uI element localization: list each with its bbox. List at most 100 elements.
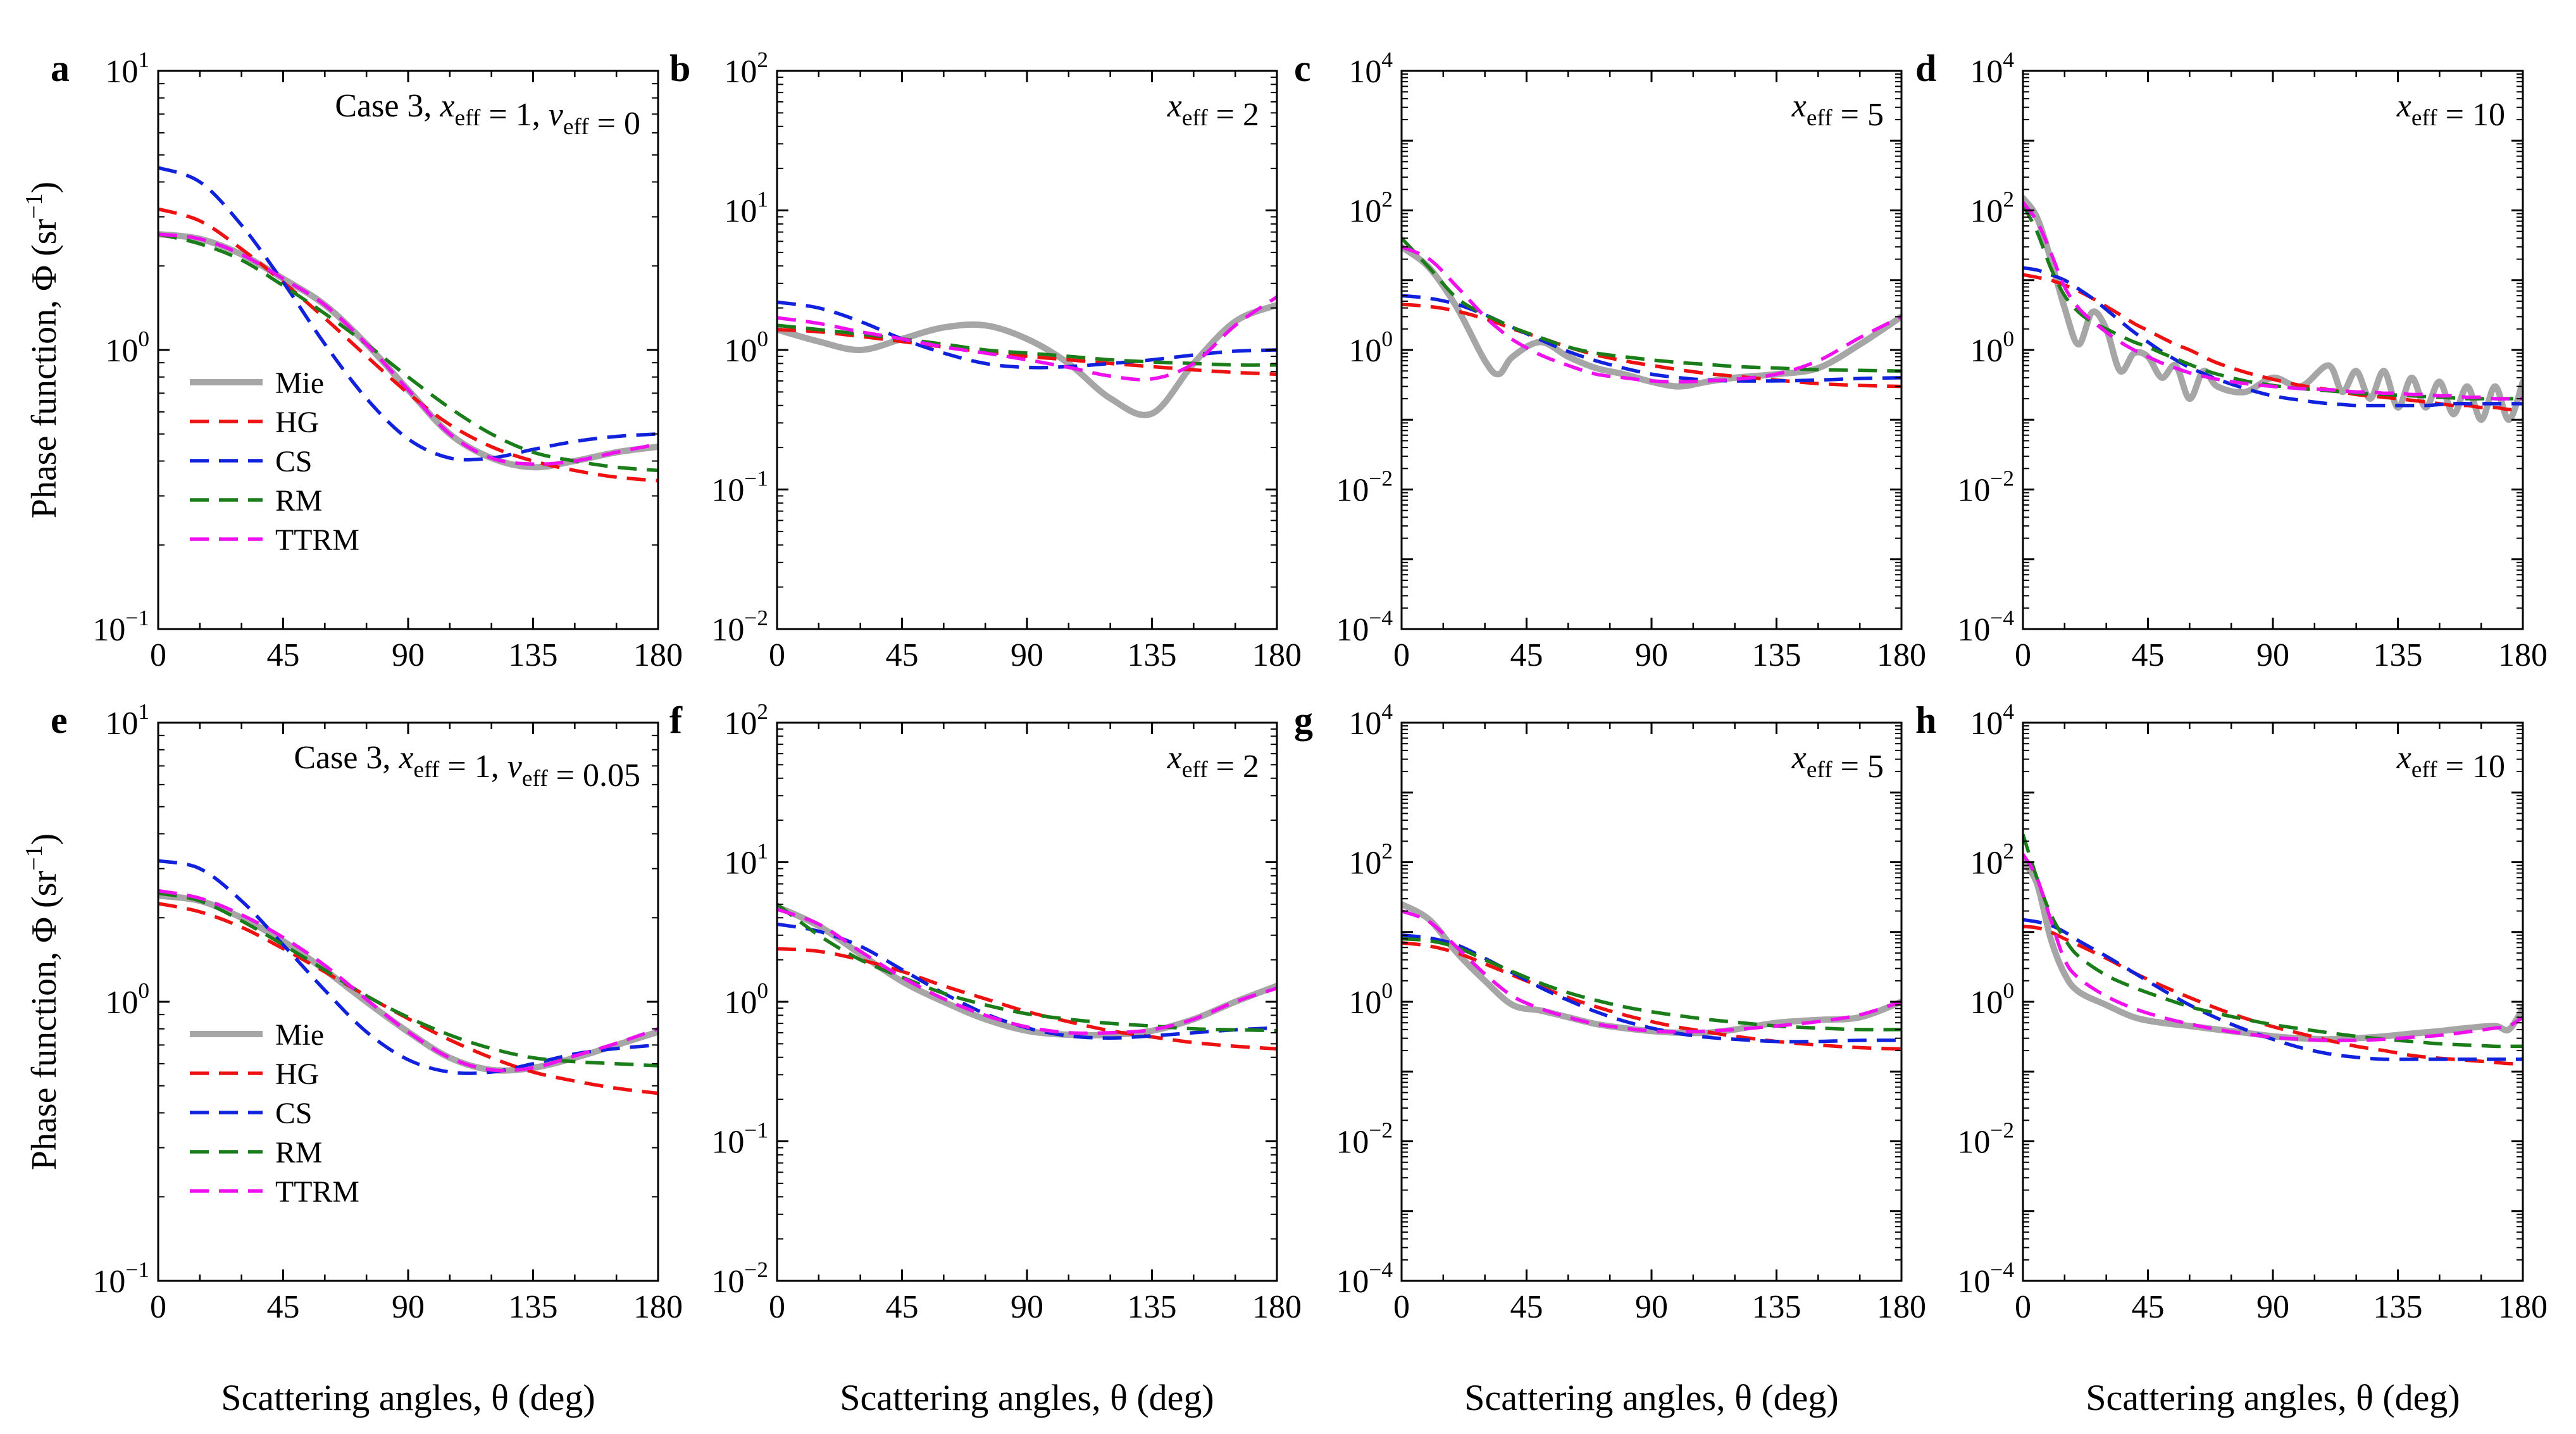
y-tick-base: 10 [92, 1264, 125, 1300]
y-tick-base: 10 [92, 612, 125, 648]
y-tick-exp: 1 [138, 699, 149, 724]
series-group [158, 166, 658, 483]
plot-frame [1400, 721, 1903, 1282]
y-tick-exp: 2 [2003, 839, 2014, 864]
y-tick-label: 10−2 [1336, 466, 1393, 509]
y-tick-base: 10 [1970, 333, 2003, 369]
y-tick-label: 10−2 [1957, 466, 2014, 509]
series-line-hg [2023, 925, 2523, 1066]
legend-label-mie: Mie [275, 1018, 324, 1052]
y-tick-label: 104 [1348, 699, 1393, 742]
y-tick-base: 10 [1348, 706, 1381, 742]
x-tick-label: 45 [2132, 637, 2165, 673]
x-tick-label: 0 [2015, 637, 2031, 673]
y-tick-label: 104 [1970, 699, 2014, 742]
y-axis-label-sup: −1 [21, 193, 47, 218]
annotation-var: x [1791, 88, 1807, 124]
y-tick-exp: −1 [125, 605, 149, 630]
y-tick-exp: 2 [757, 699, 768, 724]
y-tick-base: 10 [724, 845, 757, 882]
x-tick-label: 0 [769, 637, 785, 673]
y-tick-exp: 0 [138, 978, 149, 1003]
series-line-cs [777, 922, 1277, 1040]
x-tick-label: 0 [1393, 637, 1410, 673]
legend-label-cs: CS [275, 445, 313, 478]
series-line-mie [158, 230, 658, 471]
annotation-sub: eff [1182, 105, 1208, 131]
x-tick-label: 90 [1635, 1289, 1668, 1325]
y-tick-exp: −2 [744, 605, 768, 630]
annotation-sub: eff [1807, 105, 1832, 131]
annotation-var: x [2396, 740, 2411, 776]
annotation-text: = 1, [439, 749, 507, 785]
y-tick-exp: 1 [757, 839, 768, 864]
x-tick-label: 90 [1011, 1289, 1043, 1325]
legend-label-ttrm: TTRM [275, 1175, 359, 1209]
annotation-text: Case 3, [335, 88, 440, 124]
legend-label-rm: RM [275, 484, 322, 518]
legend-label-hg: HG [275, 406, 319, 439]
y-tick-label: 10−1 [711, 466, 768, 509]
x-tick-label: 45 [886, 1289, 919, 1325]
series-line-hg [158, 207, 658, 483]
y-tick-exp: −4 [1990, 605, 2014, 630]
series-line-mie [1402, 244, 1901, 390]
x-tick-label: 90 [2256, 1289, 2289, 1325]
y-tick-label: 102 [724, 47, 768, 90]
y-tick-exp: 2 [1381, 187, 1393, 212]
x-tick-label: 180 [2498, 1289, 2548, 1325]
x-tick-label: 90 [2256, 637, 2289, 673]
x-tick-label: 135 [509, 1289, 558, 1325]
x-axis-label: Scattering angles, θ (deg) [2086, 1377, 2460, 1418]
annotation-var: x [439, 88, 454, 124]
y-tick-base: 10 [1957, 1264, 1990, 1300]
y-tick-exp: 4 [2003, 47, 2014, 72]
y-tick-label: 101 [105, 699, 149, 742]
y-tick-label: 102 [1970, 839, 2014, 882]
plot-frame [157, 70, 659, 630]
y-tick-base: 10 [711, 1125, 744, 1161]
series-line-cs [158, 859, 658, 1075]
y-axis-label: Phase function, Φ (sr−1) [21, 833, 64, 1170]
panel-letter: h [1915, 699, 1936, 741]
annotation-var: x [398, 740, 413, 776]
y-axis-label-sup: −1 [21, 845, 47, 870]
y-tick-base: 10 [1348, 845, 1381, 882]
y-tick-base: 10 [1336, 1125, 1369, 1161]
y-tick-label: 10−4 [1336, 605, 1393, 648]
annotation-text: = 5 [1832, 97, 1884, 133]
panel-annotation: xeff = 5 [1791, 740, 1884, 785]
annotation-sub: eff [2411, 757, 2437, 783]
x-tick-label: 180 [633, 1289, 683, 1325]
y-tick-exp: 0 [2003, 326, 2014, 351]
y-tick-label: 100 [1970, 326, 2014, 369]
x-tick-label: 90 [392, 1289, 425, 1325]
y-tick-base: 10 [105, 54, 138, 90]
y-tick-exp: −1 [125, 1257, 149, 1282]
y-tick-base: 10 [1970, 985, 2003, 1021]
y-tick-exp: 1 [757, 187, 768, 212]
y-tick-label: 102 [1348, 187, 1393, 230]
y-tick-exp: −2 [1990, 1118, 2014, 1143]
x-tick-label: 90 [1011, 637, 1043, 673]
x-tick-label: 135 [1752, 1289, 1801, 1325]
y-tick-exp: −2 [1369, 466, 1393, 491]
y-tick-base: 10 [1348, 985, 1381, 1021]
x-tick-label: 0 [2015, 1289, 2031, 1325]
series-line-ttrm [777, 907, 1277, 1035]
x-tick-label: 0 [150, 637, 166, 673]
y-tick-label: 100 [1348, 978, 1393, 1021]
panel-letter: g [1294, 699, 1313, 741]
y-tick-exp: 0 [1381, 978, 1393, 1003]
panel-annotation: xeff = 2 [1167, 740, 1259, 785]
y-tick-exp: 0 [1381, 326, 1393, 351]
annotation-text: = 2 [1208, 749, 1259, 785]
annotation-sub: eff [1807, 757, 1832, 783]
y-tick-exp: −4 [1369, 1257, 1393, 1282]
x-tick-label: 45 [886, 637, 919, 673]
